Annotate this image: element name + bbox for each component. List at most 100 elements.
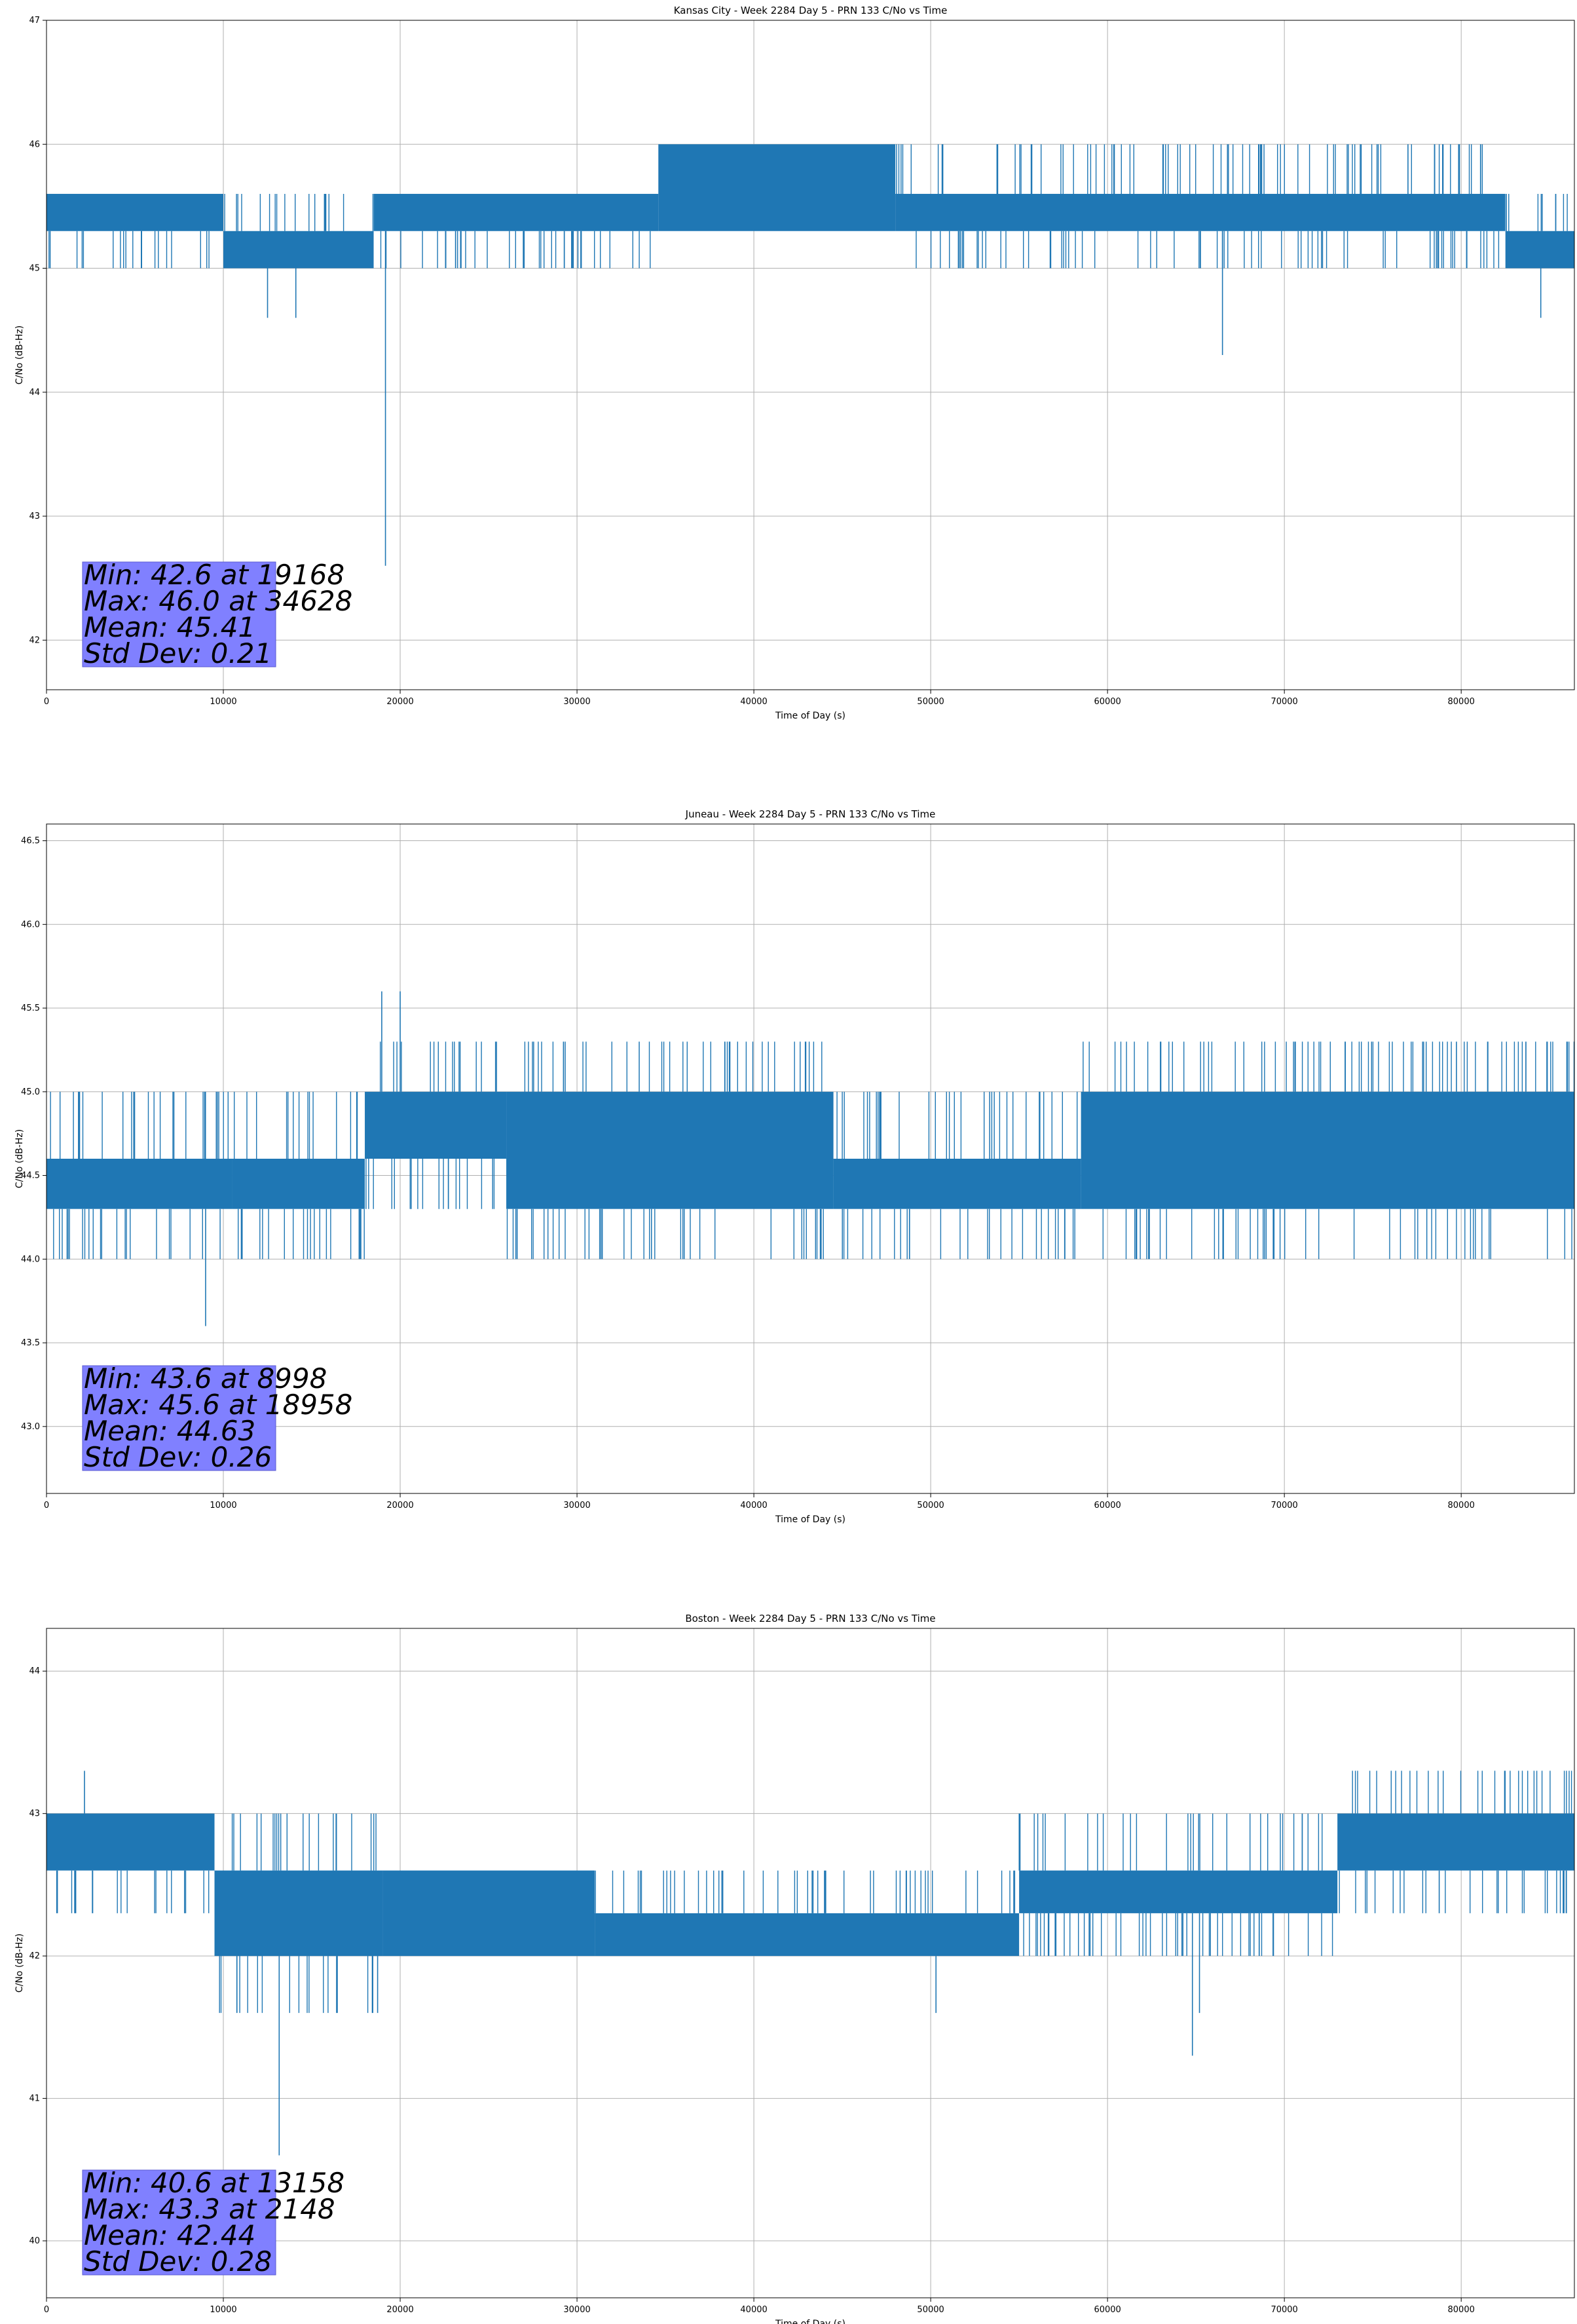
series-excursions (219, 1813, 379, 2014)
y-tick-label: 44.0 (21, 1254, 40, 1264)
x-tick-label: 80000 (1448, 697, 1475, 707)
series-excursions (50, 1091, 229, 1260)
x-tick-label: 70000 (1271, 2305, 1297, 2315)
series-excursions (48, 231, 210, 269)
stats-line: Std Dev: 0.28 (84, 2245, 272, 2277)
y-tick-label: 45 (29, 264, 40, 274)
y-tick-label: 43.5 (21, 1338, 40, 1348)
x-tick-label: 30000 (563, 2305, 590, 2315)
stats-box (82, 2169, 276, 2276)
series-band (658, 144, 896, 231)
series-excursions (1506, 194, 1568, 231)
series-band (373, 193, 659, 231)
x-tick-label: 0 (44, 1501, 49, 1510)
y-tick-label: 42 (29, 635, 40, 645)
chart-panel-3: Boston - Week 2284 Day 5 - PRN 133 C/No … (14, 1613, 1575, 2324)
chart-title: Kansas City - Week 2284 Day 5 - PRN 133 … (674, 5, 948, 16)
chart-title: Juneau - Week 2284 Day 5 - PRN 133 C/No … (685, 808, 936, 820)
y-tick-label: 45.5 (21, 1003, 40, 1013)
x-tick-label: 80000 (1448, 2305, 1475, 2315)
y-tick-label: 43 (29, 1809, 40, 1819)
x-tick-label: 40000 (740, 1501, 767, 1510)
x-tick-label: 40000 (740, 2305, 767, 2315)
x-tick-label: 10000 (210, 2305, 236, 2315)
data-series (46, 1771, 1574, 2156)
y-tick-label: 43 (29, 512, 40, 521)
y-tick-label: 46 (29, 140, 40, 149)
y-tick-label: 41 (29, 2094, 40, 2104)
series-band (46, 193, 224, 231)
series-excursions (896, 144, 1500, 269)
stats-line: Min: 40.6 at 13158 (84, 2167, 344, 2199)
y-tick-label: 42 (29, 1951, 40, 1961)
x-tick-label: 10000 (210, 1501, 236, 1510)
series-band (365, 1091, 507, 1159)
y-tick-label: 44.5 (21, 1171, 40, 1181)
x-tick-label: 10000 (210, 697, 236, 707)
x-tick-label: 50000 (917, 1501, 944, 1510)
series-excursions (56, 1870, 210, 1913)
x-tick-label: 60000 (1094, 697, 1121, 707)
x-axis-label: Time of Day (s) (775, 711, 845, 721)
x-tick-label: 80000 (1448, 1501, 1475, 1510)
stats-line: Max: 46.0 at 34628 (84, 585, 352, 617)
series-band (1505, 231, 1574, 269)
chart-panel-1: Kansas City - Week 2284 Day 5 - PRN 133 … (14, 5, 1575, 721)
series-band (46, 1813, 215, 1871)
stats-line: Mean: 45.41 (84, 611, 255, 643)
y-tick-label: 45.0 (21, 1087, 40, 1097)
series-excursions (234, 1091, 365, 1260)
x-tick-label: 30000 (563, 1501, 590, 1510)
y-tick-label: 46.5 (21, 836, 40, 846)
x-axis-label: Time of Day (s) (775, 1514, 845, 1525)
series-band (595, 1913, 1020, 1957)
series-excursions (224, 194, 374, 231)
series-band (1019, 1870, 1338, 1913)
series-excursions (836, 1091, 1078, 1260)
stats-line: Mean: 42.44 (84, 2219, 255, 2251)
plot-frame (46, 823, 1575, 1494)
series-excursions (506, 1041, 824, 1260)
series-band (895, 193, 1506, 231)
data-series (46, 144, 1574, 566)
x-axis-label: Time of Day (s) (775, 2319, 845, 2324)
series-band (506, 1091, 834, 1209)
y-tick-label: 44 (29, 388, 40, 398)
series-band (214, 1870, 383, 1957)
data-series (46, 991, 1575, 1326)
stats-line: Mean: 44.63 (84, 1415, 255, 1447)
stats-line: Min: 43.6 at 8998 (84, 1362, 327, 1395)
series-band (232, 1159, 365, 1209)
series-excursions (365, 1041, 497, 1209)
plot-frame (46, 20, 1575, 690)
series-band (223, 231, 374, 269)
stats-line: Min: 42.6 at 19168 (84, 559, 344, 591)
stats-box (82, 1365, 276, 1471)
x-tick-label: 40000 (740, 697, 767, 707)
x-tick-label: 70000 (1271, 697, 1297, 707)
series-excursions (380, 231, 651, 269)
x-tick-label: 20000 (386, 2305, 413, 2315)
x-tick-label: 0 (44, 697, 49, 707)
series-excursions (595, 1870, 1016, 1913)
y-tick-label: 40 (29, 2236, 40, 2246)
stats-box (82, 561, 276, 667)
plot-frame (46, 1628, 1575, 2298)
series-band (833, 1159, 1081, 1209)
series-band (46, 1159, 232, 1209)
y-tick-label: 44 (29, 1666, 40, 1676)
x-tick-label: 50000 (917, 2305, 944, 2315)
series-excursions (1018, 1813, 1333, 1957)
x-tick-label: 70000 (1271, 1501, 1297, 1510)
x-tick-label: 20000 (386, 697, 413, 707)
stats-line: Std Dev: 0.21 (84, 637, 272, 669)
x-tick-label: 20000 (386, 1501, 413, 1510)
y-axis-label: C/No (dB-Hz) (14, 1934, 25, 1993)
y-axis-label: C/No (dB-Hz) (14, 1129, 25, 1188)
stats-line: Max: 43.3 at 2148 (84, 2193, 335, 2225)
y-axis-label: C/No (dB-Hz) (14, 326, 25, 384)
x-tick-label: 60000 (1094, 1501, 1121, 1510)
x-tick-label: 60000 (1094, 2305, 1121, 2315)
series-band (382, 1870, 595, 1957)
